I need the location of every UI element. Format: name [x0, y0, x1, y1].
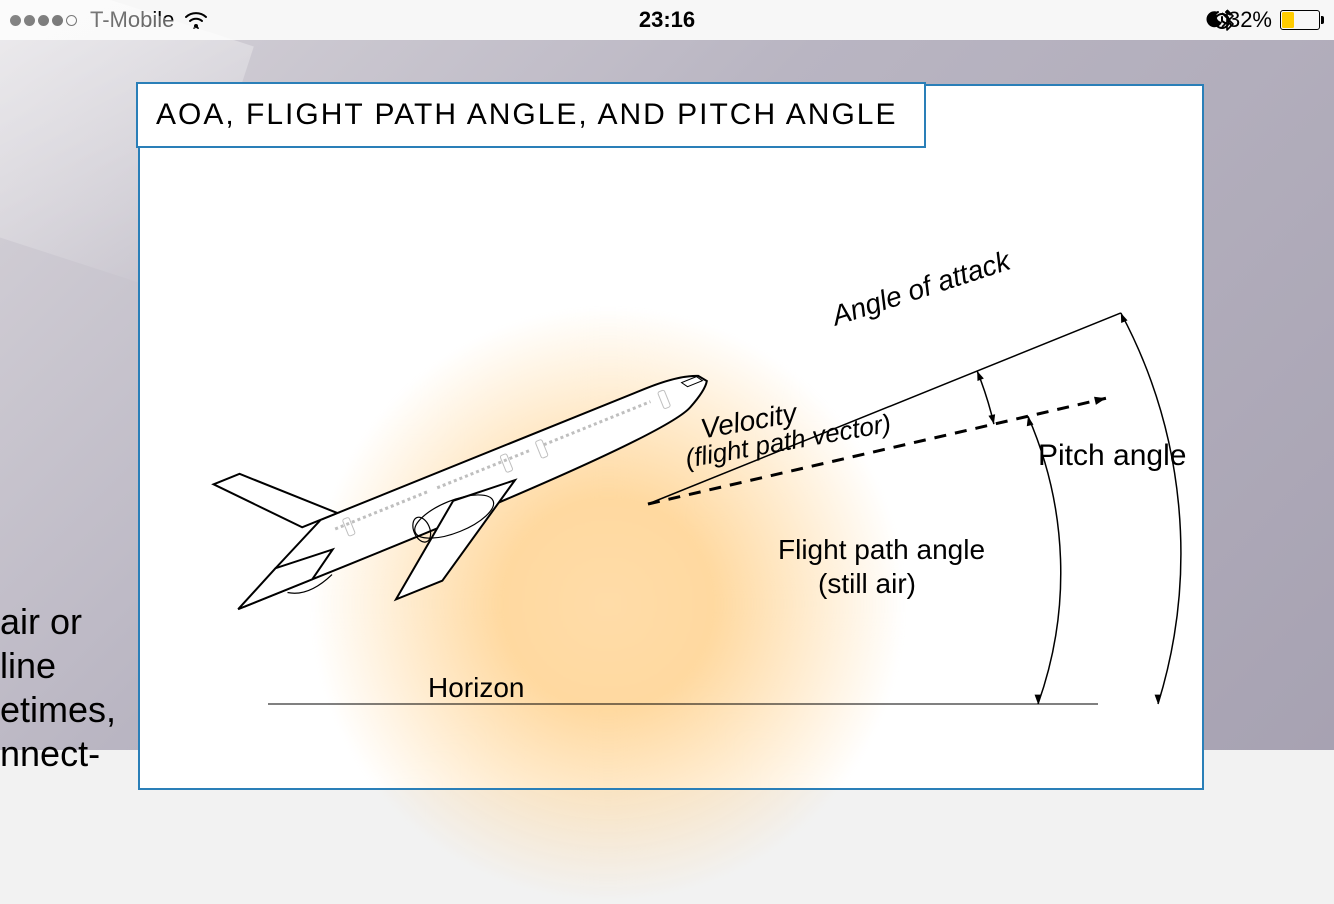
statusbar-right: 32%: [1196, 0, 1324, 40]
diagram-panel: Angle of attack Velocity (flight path ve…: [138, 84, 1204, 790]
battery-icon: [1278, 10, 1324, 30]
panel-border: [138, 84, 1204, 790]
battery-percent: 32%: [1228, 7, 1272, 33]
diagram-title: AOA, FLIGHT PATH ANGLE, AND PITCH ANGLE: [136, 82, 926, 148]
page-background: air orlineetimes,nnect- Angle of attack …: [0, 40, 1334, 750]
